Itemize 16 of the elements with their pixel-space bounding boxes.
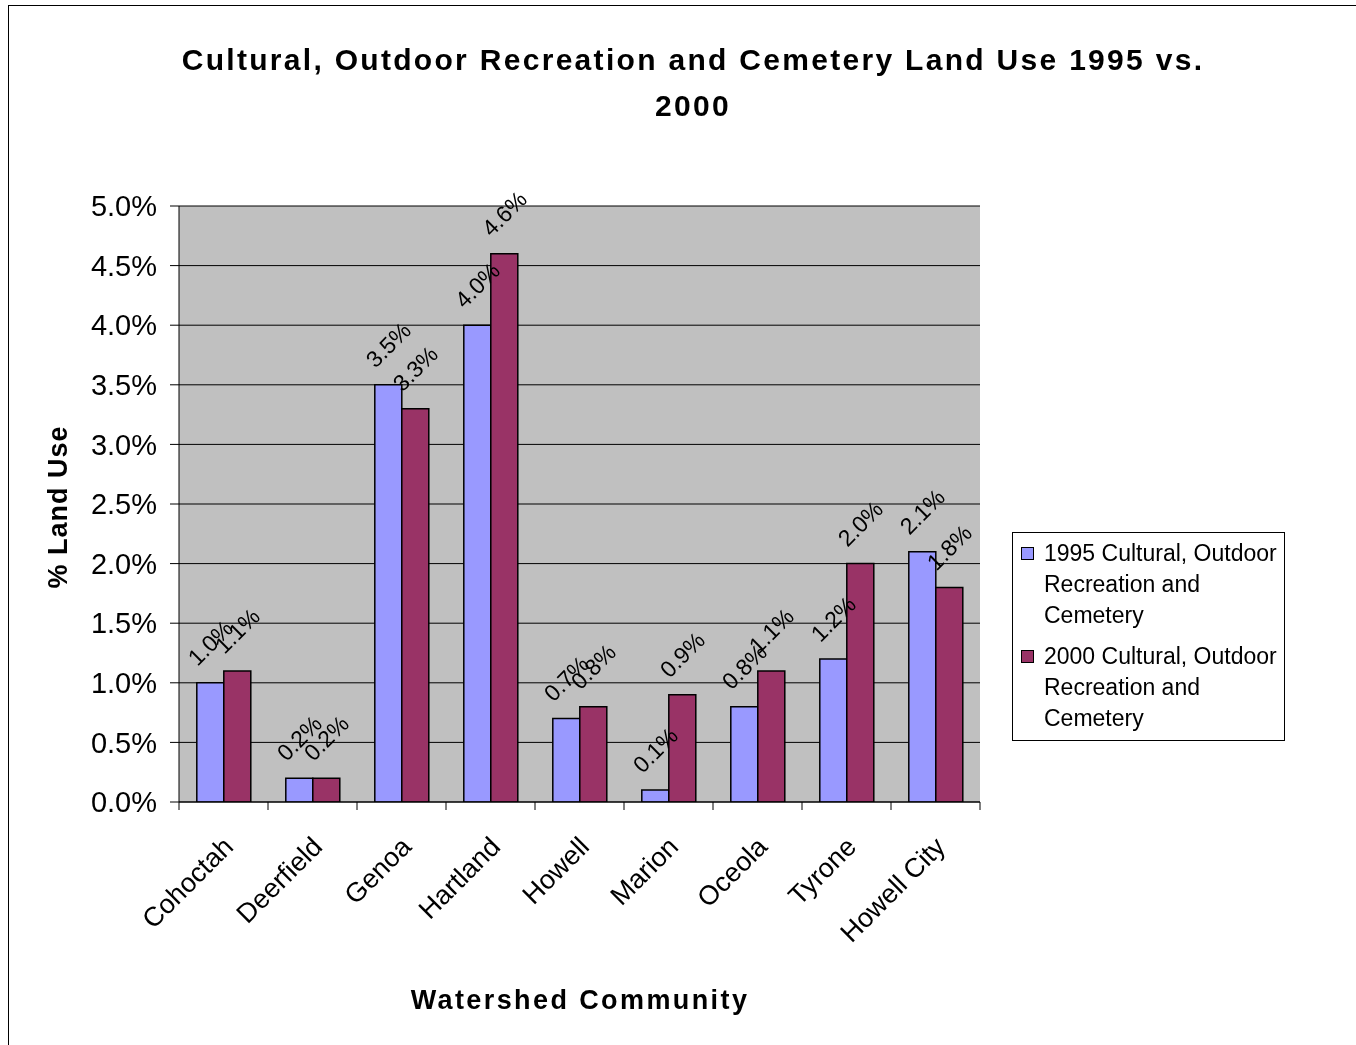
y-tick-label: 3.5% <box>90 369 157 402</box>
y-tick-label: 1.5% <box>90 607 157 640</box>
y-tick-label: 4.0% <box>90 309 157 342</box>
y-tick-label: 0.0% <box>90 786 157 819</box>
y-tick-label: 3.0% <box>90 428 157 461</box>
y-tick-label: 2.0% <box>90 547 157 580</box>
y-tick-label: 5.0% <box>90 190 157 223</box>
x-axis-title: Watershed Community <box>410 984 750 1016</box>
y-tick-label: 1.0% <box>90 667 157 700</box>
y-tick-label: 2.5% <box>90 488 157 521</box>
legend-label: 2000 Cultural, Outdoor Recreation and Cemetery <box>1044 642 1278 733</box>
y-axis-title: % Land Use <box>42 425 74 589</box>
y-tick-label: 4.5% <box>90 249 157 282</box>
chart-title: Cultural, Outdoor Recreation and Cemetery Land Use 1995 vs. 2000 <box>180 42 1206 124</box>
y-tick-label: 0.5% <box>90 726 157 759</box>
legend-label: 1995 Cultural, Outdoor Recreation and Cemetery <box>1044 539 1278 630</box>
